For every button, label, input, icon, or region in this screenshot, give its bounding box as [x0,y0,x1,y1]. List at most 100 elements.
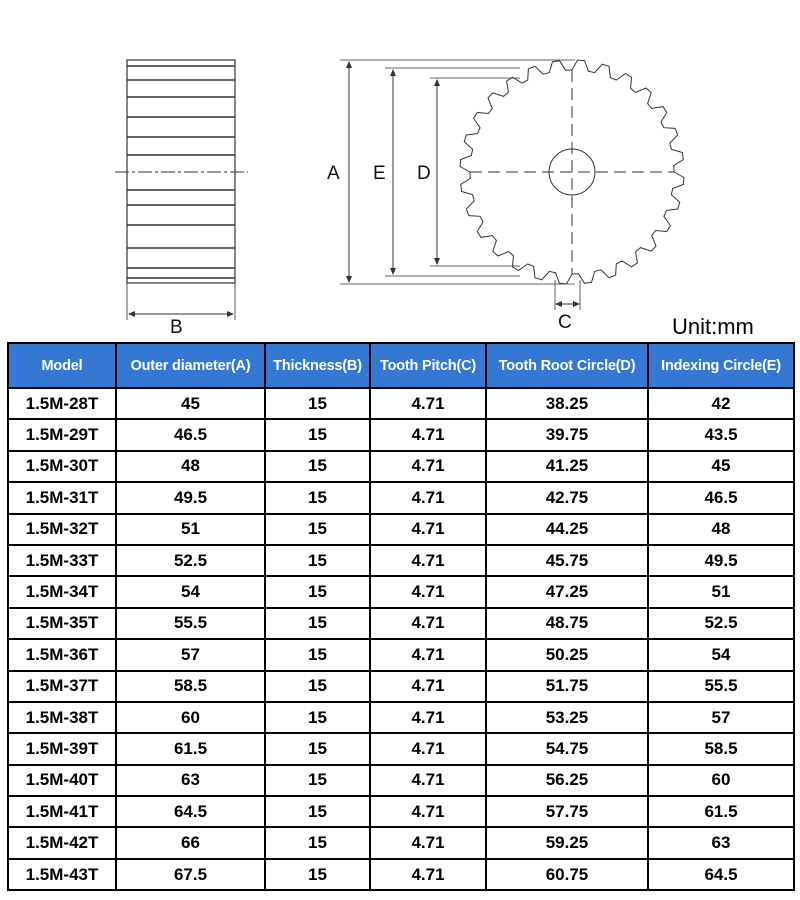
table-cell: 64.5 [647,857,795,892]
table-cell: 4.71 [369,732,487,766]
table-cell: 1.5M-40T [7,763,117,798]
unit-label: Unit:mm [672,314,754,339]
table-cell: 48 [647,512,795,546]
specification-table: Model Outer diameter(A) Thickness(B) Tooth … [7,342,795,892]
table-row: 1.5M-32T 51 15 4.71 44.25 48 [7,512,795,546]
table-cell: 1.5M-29T [7,418,117,452]
table-cell: 57 [115,638,266,672]
table-cell: 4.71 [369,543,487,578]
table-cell: 15 [264,512,371,546]
table-cell: 52.5 [647,606,795,641]
table-cell: 50.25 [485,638,649,672]
table-cell: 4.71 [369,700,487,735]
table-row: 1.5M-43T 67.5 15 4.71 60.75 64.5 [7,857,795,892]
table-cell: 61.5 [115,732,266,766]
table-cell: 66 [115,826,266,860]
table-row: 1.5M-37T 58.5 15 4.71 51.75 55.5 [7,669,795,703]
table-cell: 1.5M-33T [7,543,117,578]
table-cell: 1.5M-35T [7,606,117,641]
table-cell: 67.5 [115,857,266,892]
table-cell: 1.5M-28T [7,386,117,421]
column-header: Model [7,342,117,389]
table-cell: 55.5 [115,606,266,641]
table-cell: 45 [647,449,795,484]
table-cell: 49.5 [115,481,266,515]
table-cell: 53.25 [485,700,649,735]
table-cell: 4.71 [369,512,487,546]
column-header: Tooth Root Circle(D) [485,342,649,389]
table-cell: 1.5M-37T [7,669,117,703]
table-cell: 46.5 [647,481,795,515]
table-cell: 49.5 [647,543,795,578]
table-cell: 51 [115,512,266,546]
table-cell: 4.71 [369,669,487,703]
table-cell: 43.5 [647,418,795,452]
table-cell: 55.5 [647,669,795,703]
table-cell: 15 [264,763,371,798]
table-cell: 1.5M-41T [7,795,117,829]
table-cell: 15 [264,575,371,609]
table-cell: 4.71 [369,826,487,860]
table-cell: 59.25 [485,826,649,860]
side-view [115,59,248,320]
table-row: 1.5M-41T 64.5 15 4.71 57.75 61.5 [7,795,795,829]
table-row: 1.5M-35T 55.5 15 4.71 48.75 52.5 [7,606,795,641]
table-row: 1.5M-28T 45 15 4.71 38.25 42 [7,386,795,421]
dimension-label-d: D [417,163,431,184]
column-header: Indexing Circle(E) [647,342,795,389]
table-cell: 4.71 [369,638,487,672]
table-cell: 1.5M-30T [7,449,117,484]
table-cell: 56.25 [485,763,649,798]
table-cell: 15 [264,638,371,672]
table-row: 1.5M-34T 54 15 4.71 47.25 51 [7,575,795,609]
table-row: 1.5M-40T 63 15 4.71 56.25 60 [7,763,795,798]
table-cell: 47.25 [485,575,649,609]
table-cell: 1.5M-31T [7,481,117,515]
table-cell: 48 [115,449,266,484]
table-cell: 41.25 [485,449,649,484]
column-header: Outer diameter(A) [115,342,266,389]
table-row: 1.5M-29T 46.5 15 4.71 39.75 43.5 [7,418,795,452]
table-cell: 4.71 [369,418,487,452]
table-cell: 52.5 [115,543,266,578]
table-cell: 4.71 [369,481,487,515]
table-cell: 15 [264,669,371,703]
dimension-label-b: B [170,317,183,338]
table-cell: 42.75 [485,481,649,515]
table-cell: 58.5 [115,669,266,703]
table-cell: 48.75 [485,606,649,641]
table-cell: 64.5 [115,795,266,829]
table-cell: 15 [264,606,371,641]
table-cell: 51 [647,575,795,609]
table-cell: 61.5 [647,795,795,829]
table-cell: 54.75 [485,732,649,766]
table-cell: 15 [264,826,371,860]
table-cell: 15 [264,418,371,452]
table-cell: 4.71 [369,386,487,421]
table-cell: 44.25 [485,512,649,546]
table-row: 1.5M-36T 57 15 4.71 50.25 54 [7,638,795,672]
pulley-diagram: B A E D C [115,59,685,338]
table-cell: 15 [264,857,371,892]
table-cell: 51.75 [485,669,649,703]
table-cell: 15 [264,732,371,766]
table-cell: 60.75 [485,857,649,892]
table-cell: 1.5M-36T [7,638,117,672]
table-row: 1.5M-33T 52.5 15 4.71 45.75 49.5 [7,543,795,578]
table-cell: 46.5 [115,418,266,452]
table-cell: 4.71 [369,575,487,609]
table-cell: 54 [647,638,795,672]
table-row: 1.5M-39T 61.5 15 4.71 54.75 58.5 [7,732,795,766]
table-cell: 57 [647,700,795,735]
table-cell: 45 [115,386,266,421]
table-cell: 1.5M-34T [7,575,117,609]
table-row: 1.5M-42T 66 15 4.71 59.25 63 [7,826,795,860]
table-cell: 4.71 [369,795,487,829]
table-cell: 63 [115,763,266,798]
table-cell: 45.75 [485,543,649,578]
table-cell: 1.5M-38T [7,700,117,735]
table-cell: 57.75 [485,795,649,829]
table-cell: 1.5M-42T [7,826,117,860]
table-cell: 58.5 [647,732,795,766]
table-cell: 4.71 [369,606,487,641]
